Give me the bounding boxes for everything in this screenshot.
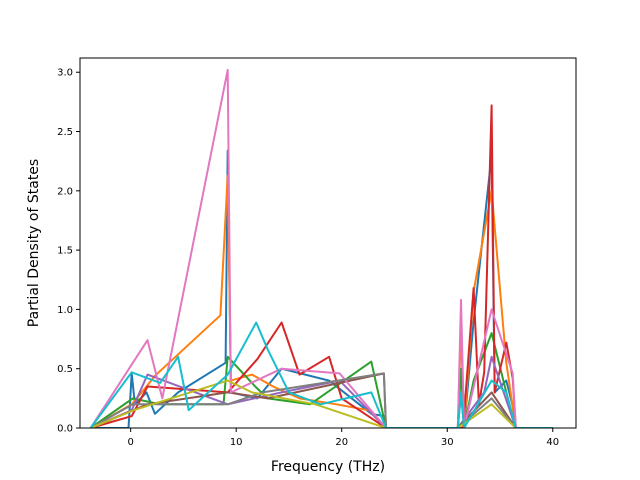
y-axis-ticks: 0.0 0.5 1.0 1.5 2.0 2.5 3.0 xyxy=(57,68,80,435)
y-tick-label: 3.0 xyxy=(57,68,73,79)
x-tick-label: 20 xyxy=(335,437,348,448)
x-tick-label: 0 xyxy=(127,437,133,448)
y-tick-label: 0.0 xyxy=(57,424,73,435)
plot-frame xyxy=(79,57,577,429)
x-axis-label: Frequency (THz) xyxy=(271,459,385,475)
pdos-series-line-10 xyxy=(89,321,553,428)
y-tick-label: 1.0 xyxy=(57,305,73,316)
pdos-series-line-9 xyxy=(90,379,553,428)
x-tick-label: 30 xyxy=(441,437,454,448)
y-tick-label: 0.5 xyxy=(57,364,73,375)
x-axis-ticks: 0 10 20 30 40 xyxy=(127,428,559,448)
y-axis-label: Partial Density of States xyxy=(26,159,42,327)
y-tick-label: 2.5 xyxy=(57,127,73,138)
y-tick-label: 2.0 xyxy=(57,186,73,197)
pdos-series-line-5 xyxy=(90,355,553,428)
series-layer xyxy=(89,68,553,428)
pdos-series-line-2 xyxy=(90,174,553,428)
x-tick-label: 40 xyxy=(546,437,559,448)
x-tick-label: 10 xyxy=(230,437,243,448)
pdos-series-line-8 xyxy=(90,372,553,428)
y-tick-label: 1.5 xyxy=(57,246,73,257)
pdos-series-line-7 xyxy=(89,68,553,428)
